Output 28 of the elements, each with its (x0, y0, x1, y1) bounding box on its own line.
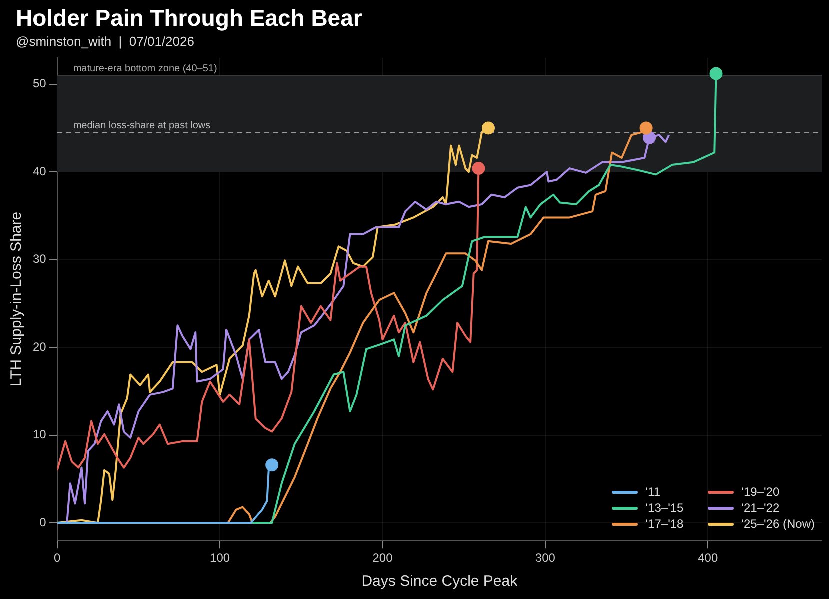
y-tick-label: 0 (40, 515, 47, 530)
x-tick-label: 400 (698, 551, 718, 566)
y-tick-label: 30 (32, 252, 47, 266)
legend-label: '19–'20 (742, 485, 780, 499)
x-tick-label: 200 (372, 551, 394, 566)
chart-title: Holder Pain Through Each Bear (16, 5, 362, 32)
point (640, 122, 653, 135)
legend-label: '13–'15 (646, 501, 684, 515)
ref-line-label: median loss-share at past lows (73, 120, 211, 132)
y-axis-title: LTH Supply-in-Loss Share (8, 212, 26, 387)
legend-label: '25–'26 (Now) (742, 517, 815, 531)
point (472, 162, 486, 176)
legend-label: '21–'22 (742, 501, 780, 515)
x-tick-label: 100 (210, 551, 230, 566)
legend-label: '17–'18 (646, 517, 684, 531)
y-tick-label: 40 (32, 164, 47, 178)
point (710, 67, 723, 80)
chart-subtitle: @sminston_with | 07/01/2026 (16, 34, 194, 49)
point (266, 458, 279, 472)
y-tick-label: 10 (32, 428, 47, 442)
y-tick-label: 20 (32, 340, 47, 354)
legend-label: '11 (646, 485, 660, 499)
x-axis-title: Days Since Cycle Peak (362, 573, 518, 590)
x-tick-label: 300 (535, 551, 556, 566)
x-tick-label: 0 (54, 551, 62, 566)
point (482, 122, 495, 135)
y-tick-label: 50 (32, 76, 47, 91)
band-label: mature-era bottom zone (40–51) (73, 63, 218, 74)
